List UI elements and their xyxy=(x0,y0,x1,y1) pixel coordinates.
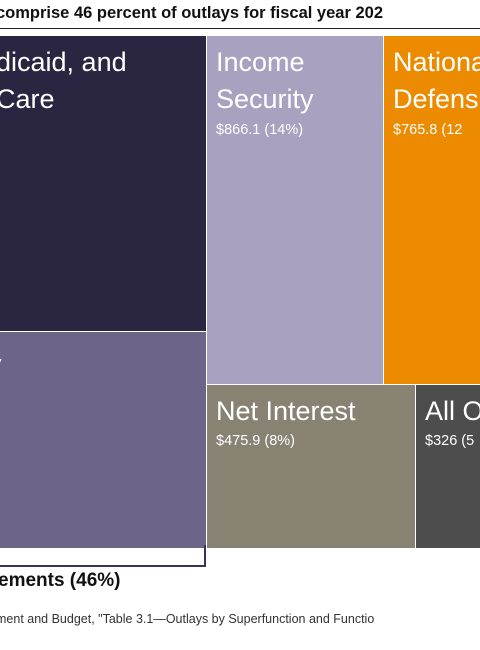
chart-title: comprise 46 percent of outlays for fisca… xyxy=(0,4,384,22)
title-rule xyxy=(0,28,480,29)
mandatory-bracket xyxy=(0,545,207,567)
tile-label: dicaid, and Care xyxy=(0,47,127,114)
tile-health: dicaid, and Care xyxy=(0,36,206,331)
bracket-horizontal xyxy=(0,565,206,567)
tile-label: Income Security xyxy=(216,47,314,114)
group-label: ements (46%) xyxy=(0,570,121,591)
tile-value: $765.8 (12 xyxy=(393,122,463,138)
tile-label: y xyxy=(0,346,2,383)
source-note: ment and Budget, "Table 3.1—Outlays by S… xyxy=(0,612,375,626)
tile-social-security: y xyxy=(0,332,206,548)
tile-national-defense: Nationa Defens $765.8 (12 xyxy=(384,36,480,384)
bracket-vertical xyxy=(204,545,206,567)
tile-value: $475.9 (8%) xyxy=(216,433,295,449)
tile-net-interest: Net Interest $475.9 (8%) xyxy=(207,385,415,548)
tile-value: $866.1 (14%) xyxy=(216,122,304,138)
tile-label: Nationa Defens xyxy=(393,47,480,114)
tile-income-security: Income Security $866.1 (14%) xyxy=(207,36,383,384)
tile-value: $326 (5 xyxy=(425,433,475,449)
tile-label: All O xyxy=(425,396,480,426)
tile-all-other: All O $326 (5 xyxy=(416,385,480,548)
tile-label: Net Interest xyxy=(216,396,356,426)
